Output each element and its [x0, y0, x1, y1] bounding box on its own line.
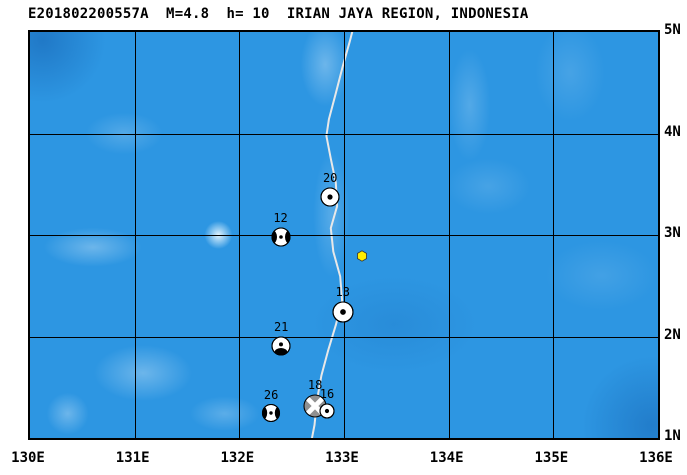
focal-mechanism-beachball — [332, 301, 354, 323]
lat-tick-label: 4N — [664, 123, 681, 140]
ocean-background: 20 12 13 21 26 18 16 — [30, 32, 658, 438]
lon-tick-label: 134E — [429, 450, 464, 466]
figure-title: E201802200557A M=4.8 h= 10 IRIAN JAYA RE… — [28, 6, 529, 22]
lon-tick-label: 130E — [11, 450, 45, 466]
lon-tick-label: 135E — [534, 450, 569, 466]
lon-tick-label: 136E — [639, 450, 673, 466]
focal-mechanism-label: 18 — [307, 378, 323, 393]
grid-line-horizontal — [30, 336, 658, 338]
lat-tick-label: 3N — [664, 225, 681, 241]
focal-mechanism-label: 21 — [273, 319, 289, 334]
map-frame: 20 12 13 21 26 18 16 — [28, 30, 660, 440]
focal-mechanism-beachball — [271, 336, 291, 356]
focal-mechanism-label: 20 — [322, 171, 338, 186]
focal-mechanism-label: 12 — [273, 211, 288, 226]
lat-tick-label: 5N — [664, 22, 681, 38]
lon-tick-label: 133E — [325, 450, 359, 466]
epicenter-symbol — [356, 250, 367, 262]
grid-line-horizontal — [30, 133, 658, 135]
focal-mechanism-beachball — [271, 227, 291, 247]
lat-tick-label: 2N — [664, 326, 681, 343]
focal-mechanism-beachball — [320, 187, 340, 207]
lon-tick-label: 132E — [220, 450, 255, 466]
lon-tick-label: 131E — [115, 450, 150, 466]
grid-line-horizontal — [30, 235, 658, 236]
plate-boundary-line — [311, 32, 354, 438]
focal-mechanism-label: 26 — [263, 387, 279, 402]
focal-mechanism-beachball — [262, 404, 281, 423]
focal-mechanism-beachball — [319, 403, 335, 419]
focal-mechanism-label: 13 — [335, 285, 350, 300]
lat-tick-label: 1N — [664, 428, 681, 444]
focal-mechanism-label: 16 — [319, 387, 335, 402]
